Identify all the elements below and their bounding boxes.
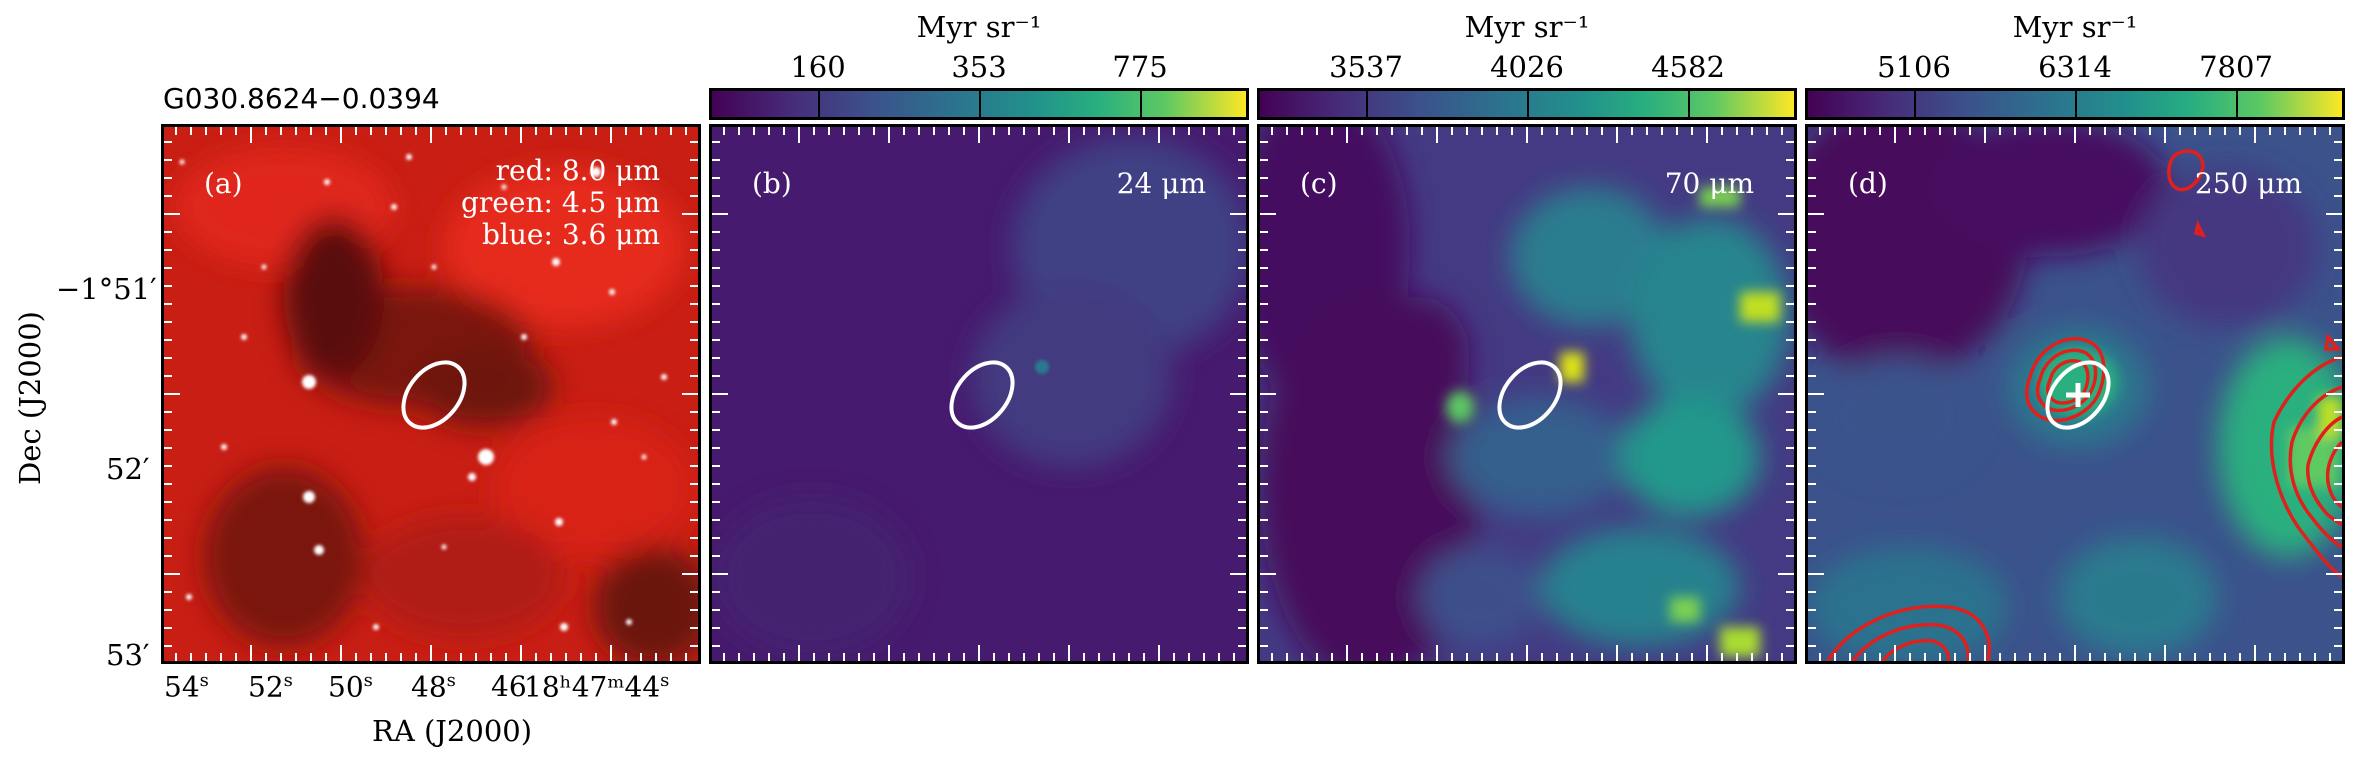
- colorbar-unit-c: Myr sr⁻¹: [1464, 10, 1590, 44]
- colorbar-tick-label: 3537: [1329, 50, 1403, 84]
- colorbar-d: Myr sr⁻¹ 5106 6314 7807: [1805, 0, 2345, 124]
- colorbar-tick-label: 775: [1112, 50, 1168, 84]
- x-axis-label: RA (J2000): [372, 714, 533, 748]
- colorbar-b: Myr sr⁻¹ 160 353 775: [709, 0, 1249, 124]
- x-tick-label: 18ʰ47ᵐ44s: [524, 670, 670, 704]
- x-tick-label: 48s: [411, 670, 456, 704]
- colorbar-tick-label: 4582: [1651, 50, 1725, 84]
- panel-label-d: (d): [1848, 167, 1888, 200]
- y-axis-label: Dec (J2000): [13, 311, 47, 485]
- wavelength-label-d: 250 μm: [2194, 167, 2302, 200]
- source-cross-marker: [2066, 383, 2090, 407]
- colorbar-tick-label: 5106: [1877, 50, 1951, 84]
- colorbar-unit-d: Myr sr⁻¹: [2012, 10, 2138, 44]
- rgb-legend-green: green: 4.5 μm: [461, 186, 660, 219]
- panel-a-rgb-image: (a) red: 8.0 μm green: 4.5 μm blue: 3.6 …: [161, 124, 701, 664]
- map-24um: [712, 127, 1246, 661]
- colorbar-gradient-d: [1805, 88, 2345, 120]
- rgb-legend-red: red: 8.0 μm: [495, 154, 660, 187]
- panel-label-c: (c): [1300, 167, 1338, 200]
- wavelength-label-c: 70 μm: [1664, 167, 1754, 200]
- x-tick-label: 46: [491, 670, 527, 703]
- y-tick-label: 53′: [106, 638, 150, 672]
- beam-ellipse: [1497, 360, 1563, 430]
- y-tick-label: −1°51′: [56, 272, 157, 306]
- source-title: G030.8624−0.0394: [163, 82, 440, 115]
- colorbar-tick-label: 353: [951, 50, 1007, 84]
- panel-c-70um-image: (c) 70 μm: [1257, 124, 1797, 664]
- x-tick-label: 50s: [328, 670, 373, 704]
- colorbar-tick-label: 4026: [1490, 50, 1564, 84]
- panel-label-a: (a): [204, 167, 243, 200]
- panel-label-b: (b): [752, 167, 792, 200]
- map-70um: [1260, 127, 1794, 661]
- rgb-composite-image: [164, 127, 698, 661]
- colorbar-unit-b: Myr sr⁻¹: [916, 10, 1042, 44]
- panel-d-250um-image: (d) 250 μm: [1805, 124, 2345, 664]
- x-tick-label: 52s: [248, 670, 293, 704]
- rgb-legend-blue: blue: 3.6 μm: [482, 218, 660, 251]
- wavelength-label-b: 24 μm: [1116, 167, 1206, 200]
- map-250um: [1808, 127, 2342, 661]
- colorbar-gradient-c: [1257, 88, 1797, 120]
- beam-ellipse: [949, 360, 1015, 430]
- x-tick-label: 54s: [164, 670, 209, 704]
- colorbar-tick-label: 160: [790, 50, 846, 84]
- colorbar-tick-label: 6314: [2038, 50, 2112, 84]
- panel-b-24um-image: (b) 24 μm: [709, 124, 1249, 664]
- colorbar-tick-label: 7807: [2199, 50, 2273, 84]
- colorbar-gradient-b: [709, 88, 1249, 120]
- y-tick-label: 52′: [106, 452, 150, 486]
- beam-ellipse: [2045, 360, 2111, 430]
- beam-ellipse: [401, 360, 467, 430]
- colorbar-c: Myr sr⁻¹ 3537 4026 4582: [1257, 0, 1797, 124]
